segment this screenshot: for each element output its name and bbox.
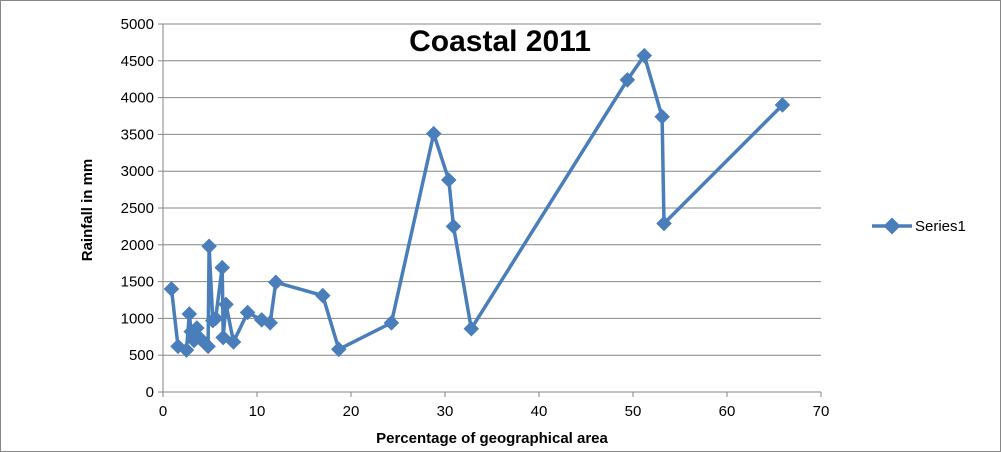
y-tick-label: 5000 <box>121 16 154 33</box>
x-tick-label: 50 <box>625 403 642 420</box>
y-axis-title: Rainfall in mm <box>79 159 96 262</box>
data-point <box>268 274 284 291</box>
data-point <box>445 218 462 235</box>
gridlines <box>163 23 821 356</box>
y-tick-label: 2000 <box>121 237 154 254</box>
data-point <box>178 342 195 358</box>
y-tick-label: 3500 <box>121 126 154 143</box>
x-axis-title: Percentage of geographical area <box>376 430 608 447</box>
y-tick-label: 1000 <box>121 310 154 327</box>
x-tick-label: 60 <box>719 403 736 420</box>
legend-marker <box>883 217 901 235</box>
y-tick-label: 0 <box>146 384 154 401</box>
y-tick-label: 1500 <box>121 274 154 291</box>
x-tick-label: 70 <box>813 403 830 420</box>
series-group <box>163 47 791 358</box>
data-point <box>214 259 230 276</box>
y-axis-ticks: 0 500 1000 1500 2000 2500 3000 3500 4000 4500 5000 <box>121 16 163 401</box>
data-point <box>656 215 672 232</box>
data-point <box>654 108 670 125</box>
data-point <box>207 310 224 327</box>
data-point <box>425 125 442 142</box>
x-tick-label: 10 <box>249 403 266 420</box>
data-point <box>201 238 217 255</box>
y-tick-label: 4000 <box>121 90 154 107</box>
x-tick-label: 40 <box>531 403 548 420</box>
data-point <box>200 338 216 355</box>
data-point <box>218 296 234 313</box>
y-tick-label: 500 <box>129 347 154 364</box>
data-point <box>225 334 242 350</box>
data-point <box>163 281 180 297</box>
y-tick-label: 4500 <box>121 53 154 70</box>
data-point <box>440 172 457 188</box>
data-point <box>315 287 331 304</box>
x-axis-ticks: 0 10 20 30 40 50 60 70 <box>159 392 830 420</box>
data-point <box>239 304 256 321</box>
series-line <box>169 53 784 352</box>
legend: Series1 <box>872 217 966 235</box>
data-point <box>181 306 198 322</box>
chart-title: Coastal 2011 <box>409 25 591 58</box>
y-tick-label: 3000 <box>121 163 154 180</box>
legend-label: Series1 <box>915 218 966 235</box>
x-tick-label: 20 <box>343 403 360 420</box>
x-tick-label: 0 <box>159 403 167 420</box>
y-tick-label: 2500 <box>121 200 154 217</box>
data-point <box>383 315 400 331</box>
x-tick-label: 30 <box>437 403 454 420</box>
